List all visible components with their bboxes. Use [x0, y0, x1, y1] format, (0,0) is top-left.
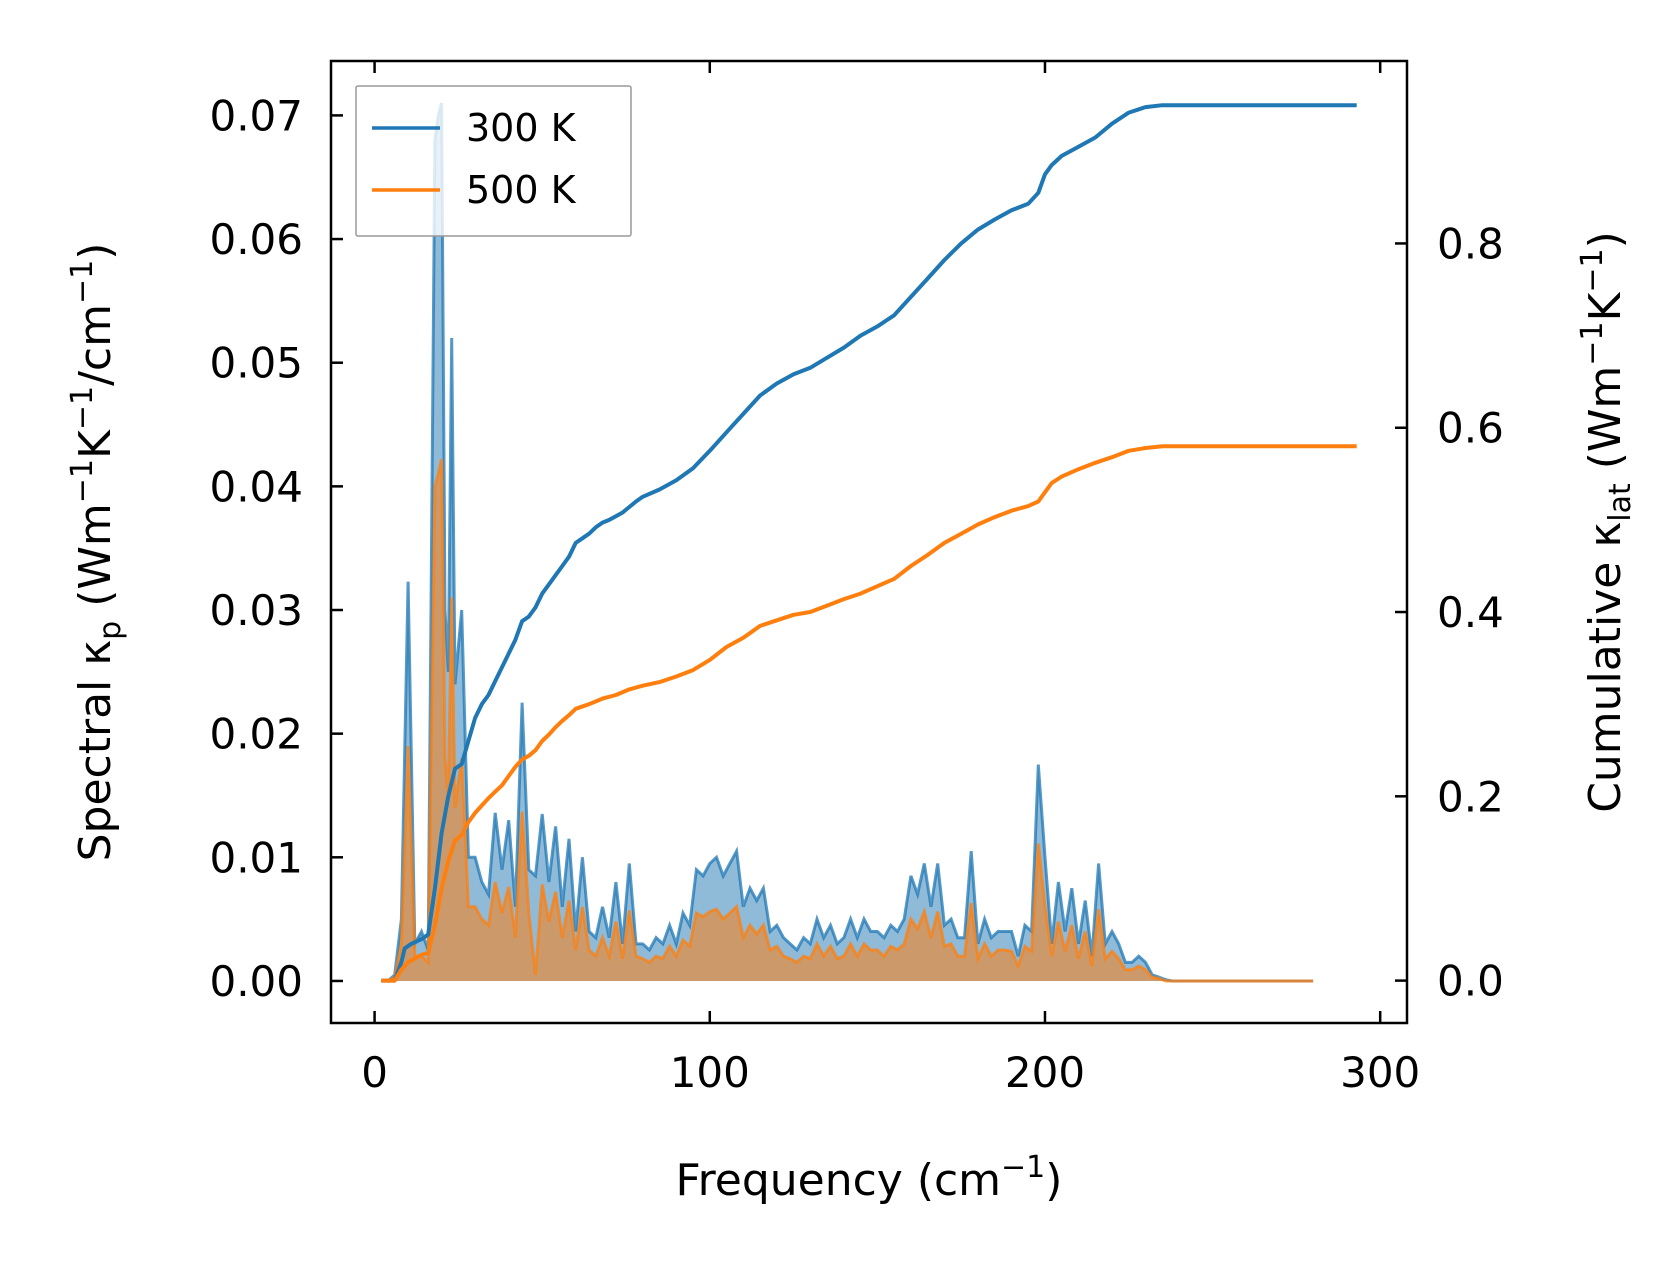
left-y-tick-label: 0.06	[209, 215, 303, 264]
legend: 300 K 500 K	[355, 85, 632, 237]
spectral-line-500k	[381, 458, 1314, 983]
axis-ticks	[331, 61, 1407, 1023]
left-y-tick-label: 0.04	[209, 462, 303, 511]
x-tick-label: 100	[670, 1048, 750, 1097]
right-y-tick-label: 0.8	[1437, 219, 1504, 268]
x-tick-label: 0	[361, 1048, 388, 1097]
spectral-fills	[381, 102, 1314, 983]
spectral-fill-300k	[381, 103, 1314, 981]
right-y-axis-label: Cumulative κlat (Wm−1K−1)	[1575, 231, 1638, 813]
plot-frame	[329, 59, 1409, 1025]
left-y-tick-label: 0.03	[209, 586, 303, 635]
right-y-tick-label: 0.0	[1437, 957, 1504, 1006]
cumulative-line-500k	[381, 444, 1357, 983]
legend-label-500k: 500 K	[466, 168, 577, 212]
left-y-tick-label: 0.05	[209, 339, 303, 388]
spectral-fill-500k	[381, 459, 1314, 981]
right-y-tick-label: 0.4	[1437, 588, 1504, 637]
spectral-line-300k	[381, 102, 1314, 983]
x-tick-label: 200	[1005, 1048, 1085, 1097]
legend-label-300k: 300 K	[466, 106, 577, 150]
right-y-tick-label: 0.6	[1437, 404, 1504, 453]
right-y-tick-label: 0.2	[1437, 772, 1504, 821]
left-y-tick-label: 0.07	[209, 91, 303, 140]
x-axis-label: Frequency (cm−1)	[676, 1150, 1063, 1206]
x-tick-label: 300	[1340, 1048, 1420, 1097]
cumulative-line-300k	[381, 103, 1357, 983]
left-y-tick-label: 0.00	[209, 957, 303, 1006]
axis-tick-labels: 0 100 200 300 0.00 0.01 0.02 0.03 0.04 0.05 0.06 0.…	[209, 91, 1503, 1097]
series-lines	[381, 103, 1357, 983]
left-y-tick-label: 0.02	[209, 710, 303, 759]
left-y-tick-label: 0.01	[209, 833, 303, 882]
left-y-axis-label: Spectral κp (Wm−1K−1/cm−1)	[65, 243, 128, 862]
legend-box	[355, 85, 632, 237]
